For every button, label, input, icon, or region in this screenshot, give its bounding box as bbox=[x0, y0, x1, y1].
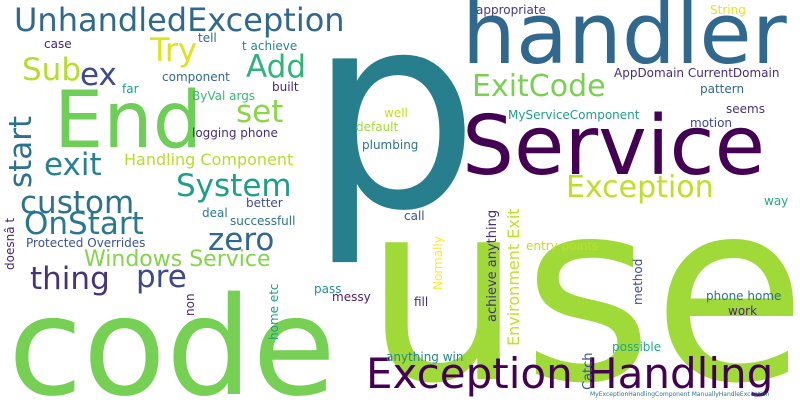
word: Catch bbox=[581, 352, 596, 390]
word: possible bbox=[612, 340, 662, 354]
word: method bbox=[631, 258, 645, 305]
word: successfull bbox=[230, 214, 296, 228]
word: plumbing bbox=[362, 138, 419, 152]
word: Add bbox=[246, 49, 307, 85]
word: zero bbox=[208, 222, 275, 258]
word: use bbox=[364, 147, 800, 400]
word: custom bbox=[20, 185, 135, 221]
word: UnhandledException bbox=[14, 1, 345, 39]
word: p bbox=[308, 0, 480, 270]
word: code bbox=[8, 269, 336, 400]
word: ex bbox=[80, 57, 117, 93]
word: entry points bbox=[526, 239, 599, 253]
word: ExitCode bbox=[472, 69, 606, 104]
word: start bbox=[3, 115, 39, 188]
word: Protected Overrides bbox=[26, 236, 146, 250]
word: non bbox=[183, 293, 197, 316]
word: achieve anything bbox=[485, 209, 500, 322]
word: handler bbox=[462, 0, 787, 84]
word: End bbox=[54, 76, 203, 166]
word: fill bbox=[414, 295, 429, 309]
word: MyExceptionHandlingComponent ManuallyHan… bbox=[590, 391, 770, 398]
word: phone home bbox=[706, 289, 782, 303]
word: System bbox=[176, 168, 292, 204]
word: pattern bbox=[700, 82, 745, 96]
word: messy bbox=[332, 290, 371, 304]
word: pre bbox=[136, 259, 187, 295]
word: exit bbox=[44, 147, 102, 183]
word: built bbox=[272, 80, 299, 94]
word: motion bbox=[690, 116, 733, 130]
word: t achieve bbox=[242, 39, 298, 53]
word: work bbox=[728, 304, 758, 318]
word: pass bbox=[314, 282, 342, 296]
word: Normally bbox=[431, 236, 445, 290]
word: Handling Component bbox=[124, 150, 294, 169]
word: anything win bbox=[386, 350, 464, 364]
word: seems bbox=[726, 102, 765, 116]
word: doesnâ t bbox=[3, 217, 17, 270]
word: Service bbox=[462, 99, 766, 194]
word: String bbox=[710, 3, 746, 17]
word: default bbox=[356, 120, 399, 134]
word: appropriate bbox=[476, 3, 546, 17]
word: home etc bbox=[267, 283, 281, 340]
word: well bbox=[384, 106, 408, 120]
word: Exception bbox=[566, 170, 714, 205]
word: Exception Handling bbox=[366, 349, 774, 398]
word: logging phone bbox=[192, 126, 278, 140]
word: Sub bbox=[22, 52, 82, 88]
word: ByVal args bbox=[192, 89, 256, 103]
word: set bbox=[236, 94, 284, 130]
word: component bbox=[162, 70, 230, 84]
word: Try bbox=[150, 31, 197, 69]
word: way bbox=[764, 194, 789, 208]
word: Environment Exit bbox=[504, 208, 523, 346]
word: AppDomain CurrentDomain bbox=[614, 66, 780, 80]
word: MyServiceComponent bbox=[508, 108, 640, 122]
word: far bbox=[122, 82, 139, 96]
word: call bbox=[404, 209, 425, 223]
word: thing bbox=[30, 261, 110, 297]
word: case bbox=[44, 37, 72, 51]
word: Windows Service bbox=[84, 247, 271, 272]
word: better bbox=[246, 196, 283, 210]
word: deal bbox=[202, 206, 228, 220]
word: tell bbox=[198, 31, 217, 45]
word: OnStart bbox=[24, 206, 144, 242]
